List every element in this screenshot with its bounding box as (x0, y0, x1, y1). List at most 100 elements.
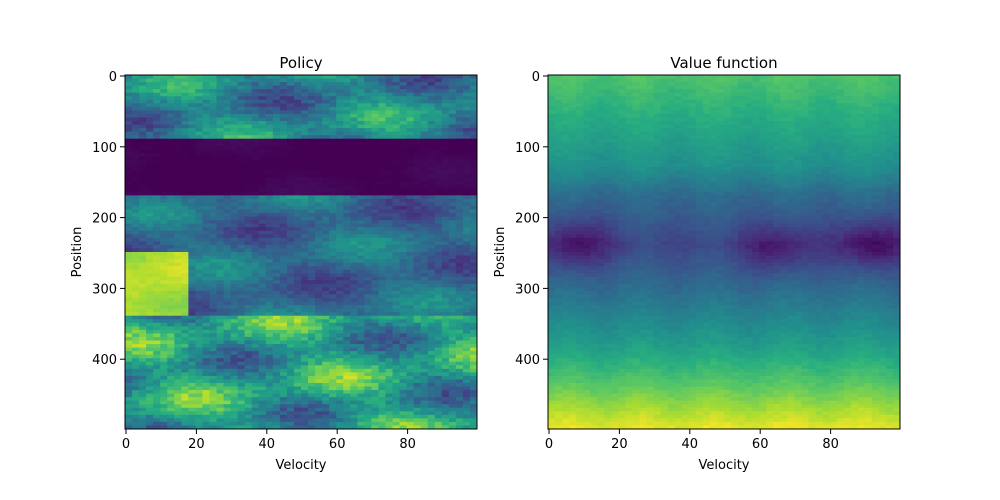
policy-heatmap-cell (315, 191, 323, 196)
policy-heatmap-cell (364, 372, 372, 377)
policy-heatmap-cell (279, 106, 288, 111)
policy-heatmap-cell (209, 237, 218, 242)
policy-heatmap-cell (364, 181, 372, 186)
policy-heatmap-cell (286, 241, 295, 246)
policy-heatmap-cell (286, 135, 295, 140)
policy-heatmap-cell (223, 411, 232, 416)
policy-heatmap-cell (132, 159, 140, 165)
policy-heatmap-cell (132, 142, 140, 147)
policy-heatmap-cell (153, 252, 161, 257)
policy-heatmap-cell (160, 128, 168, 133)
policy-heatmap-cell (406, 159, 415, 165)
policy-heatmap-cell (202, 181, 211, 186)
policy-heatmap-cell (195, 290, 204, 296)
policy-heatmap-cell (448, 404, 457, 409)
policy-heatmap-cell (237, 382, 246, 388)
policy-heatmap-cell (160, 390, 168, 395)
policy-heatmap-cell (153, 287, 161, 292)
policy-heatmap-cell (223, 99, 232, 104)
policy-heatmap-cell (293, 145, 302, 150)
policy-heatmap-cell (237, 110, 246, 115)
policy-heatmap-cell (378, 184, 387, 189)
policy-heatmap-cell (336, 252, 344, 257)
policy-heatmap-cell (441, 184, 450, 189)
policy-heatmap-cell (181, 425, 189, 429)
policy-heatmap-cell (413, 89, 422, 94)
policy-heatmap-cell (455, 308, 464, 313)
policy-heatmap-cell (399, 368, 408, 373)
policy-heatmap-cell (188, 333, 196, 338)
policy-heatmap-cell (286, 280, 295, 285)
policy-heatmap-cell (462, 99, 471, 104)
policy-heatmap-cell (209, 375, 218, 381)
policy-heatmap-cell (216, 128, 225, 133)
policy-heatmap-cell (272, 276, 281, 281)
policy-heatmap-cell (336, 407, 344, 412)
policy-heatmap-cell (399, 195, 408, 200)
policy-heatmap-cell (230, 276, 239, 281)
policy-heatmap-cell (230, 198, 239, 204)
policy-heatmap-cell (427, 354, 436, 359)
policy-heatmap-cell (301, 252, 309, 257)
policy-heatmap-cell (286, 393, 295, 398)
policy-heatmap-cell (462, 227, 471, 232)
policy-heatmap-cell (392, 315, 401, 320)
policy-heatmap-cell (343, 262, 351, 267)
policy-heatmap-cell (272, 372, 281, 377)
policy-heatmap-cell (251, 142, 260, 147)
policy-heatmap-cell (202, 156, 211, 161)
policy-heatmap-cell (385, 198, 394, 204)
policy-heatmap-cell (427, 326, 436, 331)
policy-heatmap-cell (286, 414, 295, 419)
policy-heatmap-cell (350, 209, 358, 214)
policy-heatmap-cell (371, 269, 380, 274)
policy-heatmap-cell (125, 336, 133, 342)
policy-heatmap-cell (160, 170, 168, 175)
policy-heatmap-cell (420, 326, 429, 331)
policy-heatmap-cell (251, 103, 260, 108)
policy-heatmap-cell (265, 262, 274, 267)
policy-heatmap-cell (315, 322, 323, 327)
policy-heatmap-cell (160, 382, 168, 388)
policy-heatmap-cell (139, 421, 147, 427)
policy-heatmap-cell (336, 400, 344, 405)
policy-heatmap-cell (357, 336, 365, 342)
policy-heatmap-cell (385, 375, 394, 381)
policy-heatmap-cell (139, 347, 147, 352)
policy-heatmap-cell (188, 280, 196, 285)
policy-heatmap-cell (434, 252, 443, 257)
policy-heatmap-cell (216, 294, 225, 299)
policy-heatmap-cell (378, 305, 387, 310)
policy-heatmap-cell (272, 390, 281, 395)
policy-heatmap-cell (329, 252, 337, 257)
policy-heatmap-cell (427, 322, 436, 327)
policy-heatmap-cell (462, 305, 471, 310)
policy-heatmap-cell (413, 181, 422, 186)
policy-heatmap-cell (371, 347, 380, 352)
policy-heatmap-cell (139, 390, 147, 395)
policy-heatmap-cell (132, 400, 140, 405)
policy-heatmap-cell (434, 298, 443, 303)
policy-heatmap-cell (181, 407, 189, 412)
policy-heatmap-cell (181, 191, 189, 196)
policy-heatmap-cell (378, 404, 387, 409)
policy-heatmap-cell (315, 216, 323, 221)
policy-heatmap-cell (279, 167, 288, 172)
policy-heatmap-cell (272, 315, 281, 320)
policy-heatmap-cell (462, 414, 471, 419)
policy-heatmap-cell (448, 322, 457, 327)
policy-heatmap-cell (146, 397, 154, 402)
policy-heatmap-cell (441, 170, 450, 175)
policy-heatmap-cell (357, 340, 365, 345)
policy-heatmap-cell (343, 351, 351, 356)
policy-heatmap-cell (132, 397, 140, 402)
policy-heatmap-cell (265, 89, 274, 94)
policy-heatmap-cell (413, 354, 422, 359)
policy-heatmap-cell (139, 117, 147, 122)
policy-heatmap-cell (209, 358, 218, 363)
policy-heatmap-cell (188, 131, 196, 136)
policy-heatmap-cell (301, 244, 309, 250)
policy-heatmap-cell (244, 397, 253, 402)
policy-heatmap-cell (188, 75, 196, 80)
policy-heatmap-cell (125, 78, 133, 83)
